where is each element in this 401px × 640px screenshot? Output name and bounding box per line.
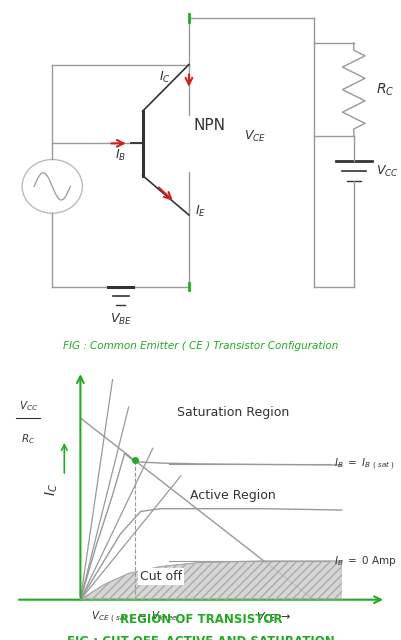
Text: $I_C$: $I_C$ [44,483,60,496]
Text: REGION OF TRANSISTOR: REGION OF TRANSISTOR [119,613,282,626]
Text: $I_C$: $I_C$ [159,70,170,84]
Text: FIG : Common Emitter ( CE ) Transistor Configuration: FIG : Common Emitter ( CE ) Transistor C… [63,341,338,351]
Text: $V_{CE}$: $V_{CE}$ [243,129,266,144]
Text: NPN: NPN [192,118,225,133]
Text: $I_B\ =\ 0$ Amp: $I_B\ =\ 0$ Amp [333,554,396,568]
Text: $V_{CC}$: $V_{CC}$ [18,399,38,413]
Text: $V_{CC}$: $V_{CC}$ [375,164,398,179]
Text: $I_E$: $I_E$ [194,204,206,219]
Text: $R_C$: $R_C$ [375,81,393,98]
Text: $R_C$: $R_C$ [21,432,35,445]
Text: $I_B$: $I_B$ [115,148,126,163]
Text: $V_{CE\ (\ sat\ )}\ =\ V_{knee}$: $V_{CE\ (\ sat\ )}\ =\ V_{knee}$ [91,610,178,625]
Text: Active Region: Active Region [190,488,275,502]
Text: $V_{CE}\ \rightarrow$: $V_{CE}\ \rightarrow$ [255,611,290,625]
Text: Saturation Region: Saturation Region [176,406,289,419]
Text: $I_B\ =\ I_{B\ (\ sat\ )}$: $I_B\ =\ I_{B\ (\ sat\ )}$ [333,456,394,472]
Polygon shape [80,561,341,600]
Text: FIG : CUT OFF, ACTIVE AND SATURATION: FIG : CUT OFF, ACTIVE AND SATURATION [67,636,334,640]
Text: $V_{BE}$: $V_{BE}$ [109,312,131,326]
Text: Cut off: Cut off [140,570,181,583]
